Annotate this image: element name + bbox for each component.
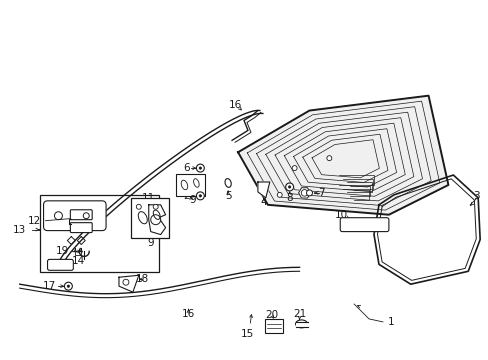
Polygon shape (119, 275, 139, 292)
Circle shape (291, 166, 297, 171)
Text: 19: 19 (56, 247, 69, 256)
Text: 9: 9 (189, 195, 195, 205)
Text: 12: 12 (28, 216, 41, 226)
Circle shape (285, 183, 293, 191)
Polygon shape (238, 96, 447, 215)
Text: 15: 15 (240, 329, 253, 339)
Circle shape (196, 164, 204, 172)
FancyBboxPatch shape (70, 223, 92, 233)
FancyBboxPatch shape (70, 210, 92, 220)
Text: 2: 2 (183, 191, 189, 201)
Text: 10: 10 (334, 210, 347, 220)
Text: 13: 13 (12, 225, 26, 235)
Circle shape (301, 190, 307, 196)
Circle shape (199, 195, 201, 197)
Text: 6: 6 (183, 163, 189, 173)
Circle shape (199, 167, 201, 169)
Ellipse shape (224, 179, 231, 187)
Text: 7: 7 (317, 188, 324, 198)
Text: 4: 4 (260, 197, 266, 207)
Bar (40, 195, 158, 272)
Circle shape (64, 282, 72, 290)
Text: 9: 9 (147, 238, 154, 248)
Circle shape (67, 285, 69, 287)
FancyBboxPatch shape (43, 201, 106, 231)
Circle shape (150, 215, 161, 225)
Ellipse shape (295, 320, 307, 328)
Circle shape (306, 190, 312, 196)
Bar (131, 198, 168, 238)
Polygon shape (148, 205, 165, 235)
Text: 8: 8 (286, 193, 292, 203)
Text: 1: 1 (387, 317, 393, 327)
Text: 21: 21 (292, 309, 305, 319)
Circle shape (54, 212, 62, 220)
FancyBboxPatch shape (47, 260, 73, 270)
Circle shape (277, 192, 282, 197)
Text: 14: 14 (72, 256, 85, 266)
FancyBboxPatch shape (340, 218, 388, 231)
Circle shape (196, 192, 204, 200)
Text: 3: 3 (472, 191, 479, 201)
Circle shape (122, 279, 129, 285)
Bar (295, 322, 307, 327)
Circle shape (153, 204, 158, 209)
Circle shape (326, 156, 331, 161)
Circle shape (83, 213, 89, 219)
Bar (264, 319, 282, 333)
Circle shape (136, 204, 141, 209)
Text: 17: 17 (43, 281, 56, 291)
Text: 20: 20 (264, 310, 278, 320)
Polygon shape (257, 182, 269, 198)
Text: 18: 18 (136, 274, 149, 284)
Text: 5: 5 (224, 191, 231, 201)
Polygon shape (298, 188, 310, 198)
Text: 11: 11 (142, 193, 155, 203)
Text: 16: 16 (228, 100, 241, 109)
Text: 16: 16 (182, 309, 195, 319)
Bar (175, 174, 205, 196)
Circle shape (288, 186, 290, 188)
